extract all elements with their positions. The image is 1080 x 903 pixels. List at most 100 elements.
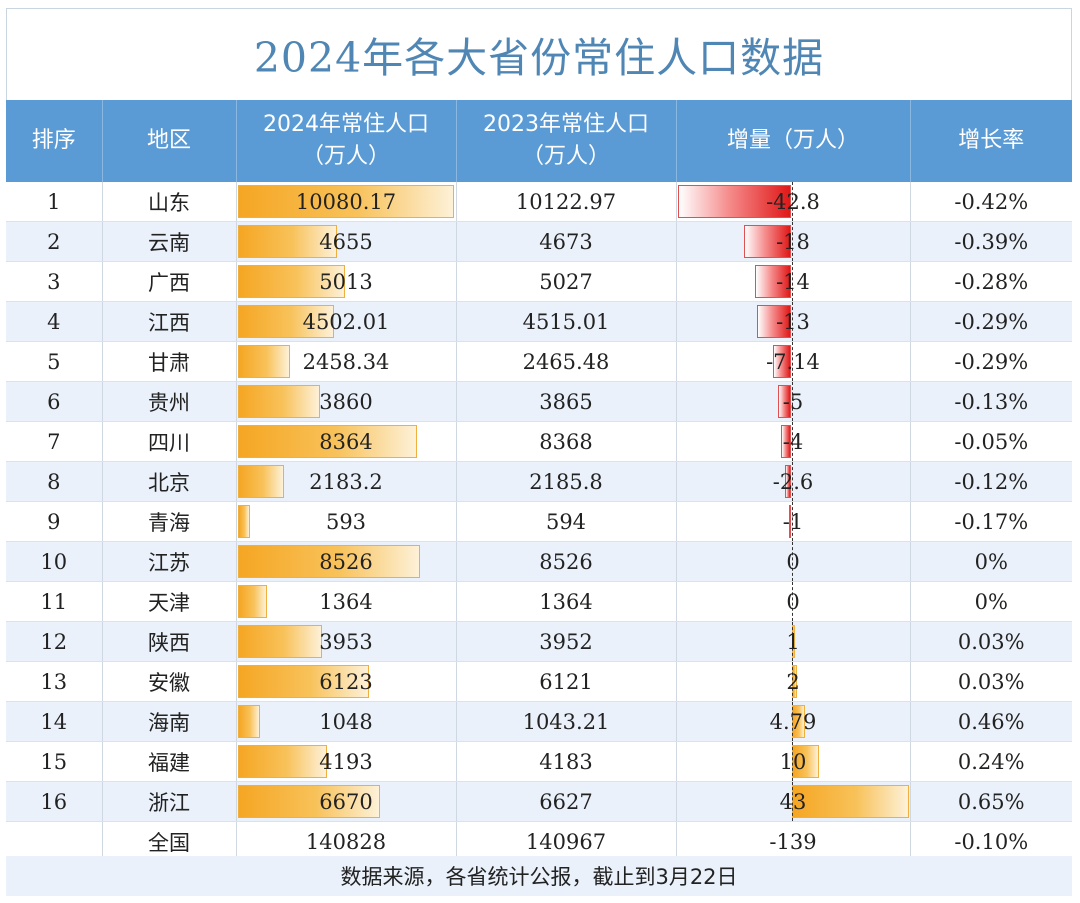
cell-rate: -0.28% bbox=[910, 261, 1072, 302]
pop2024-bar bbox=[237, 625, 323, 658]
cell-pop2024: 2458.34 bbox=[236, 341, 457, 382]
cell-region: 甘肃 bbox=[102, 341, 237, 382]
cell-text-region: 海南 bbox=[148, 710, 190, 735]
cell-text-delta: 4.79 bbox=[769, 709, 817, 734]
cell-text-delta: -2.6 bbox=[772, 469, 814, 494]
cell-text-rank: 8 bbox=[47, 469, 61, 494]
cell-text-pop2023: 4183 bbox=[539, 749, 593, 774]
cell-region: 四川 bbox=[102, 421, 237, 462]
cell-rank: 7 bbox=[6, 421, 103, 462]
population-table: 排序 地区 2024年常住人口 （万人） 2023年常住人口 （万人） 增量（万… bbox=[6, 100, 1072, 862]
cell-region: 山东 bbox=[102, 182, 237, 222]
cell-text-rate: -0.29% bbox=[954, 349, 1029, 374]
cell-rate: 0.65% bbox=[910, 781, 1072, 822]
cell-text-rank: 5 bbox=[47, 349, 61, 374]
delta-zero-axis bbox=[791, 582, 793, 621]
cell-pop2023: 3952 bbox=[456, 621, 677, 662]
cell-delta: -2.6 bbox=[676, 461, 911, 502]
header-region: 地区 bbox=[102, 100, 237, 182]
header-pop2023-line2: （万人） bbox=[521, 144, 610, 169]
cell-text-pop2024: 4193 bbox=[319, 749, 373, 774]
delta-zero-axis bbox=[791, 262, 793, 301]
cell-text-region: 浙江 bbox=[148, 790, 190, 815]
cell-text-rate: 0.24% bbox=[957, 749, 1025, 774]
cell-region: 陕西 bbox=[102, 621, 237, 662]
header-pop2024: 2024年常住人口 （万人） bbox=[236, 100, 457, 182]
pop2024-bar bbox=[237, 665, 369, 698]
table-row: 16 浙江 6670 6627 43 0.65% bbox=[6, 781, 1072, 822]
cell-rate: -0.05% bbox=[910, 421, 1072, 462]
table-row: 3 广西 5013 5027 -14 -0.28% bbox=[6, 261, 1072, 302]
cell-text-rate: -0.05% bbox=[954, 429, 1029, 454]
header-rate: 增长率 bbox=[910, 100, 1072, 182]
cell-rate: -0.42% bbox=[910, 182, 1072, 222]
cell-text-region: 云南 bbox=[148, 230, 190, 255]
delta-zero-axis bbox=[791, 422, 793, 461]
cell-text-delta: 0 bbox=[786, 549, 800, 574]
cell-pop2024: 5013 bbox=[236, 261, 457, 302]
table-row: 9 青海 593 594 -1 -0.17% bbox=[6, 501, 1072, 542]
delta-negative-bar bbox=[678, 185, 792, 218]
cell-text-region: 天津 bbox=[148, 590, 190, 615]
header-delta: 增量（万人） bbox=[676, 100, 911, 182]
cell-region: 浙江 bbox=[102, 781, 237, 822]
cell-pop2024: 4193 bbox=[236, 741, 457, 782]
delta-negative-bar bbox=[784, 465, 792, 498]
pop2024-bar bbox=[237, 305, 334, 338]
cell-rank: 1 bbox=[6, 182, 103, 222]
table-row: 6 贵州 3860 3865 -5 -0.13% bbox=[6, 381, 1072, 422]
page-title: 2024年各大省份常住人口数据 bbox=[253, 34, 825, 82]
cell-text-pop2023: 1043.21 bbox=[522, 709, 610, 734]
cell-text-rank: 13 bbox=[40, 669, 68, 694]
delta-zero-axis bbox=[791, 662, 793, 701]
delta-zero-axis bbox=[791, 222, 793, 261]
cell-pop2024: 2183.2 bbox=[236, 461, 457, 502]
cell-rank: 9 bbox=[6, 501, 103, 542]
pop2024-bar bbox=[237, 225, 338, 258]
cell-rate: 0% bbox=[910, 581, 1072, 622]
cell-rate: -0.17% bbox=[910, 501, 1072, 542]
cell-text-delta: 43 bbox=[779, 789, 807, 814]
table-row: 10 江苏 8526 8526 0 0% bbox=[6, 541, 1072, 582]
cell-region: 天津 bbox=[102, 581, 237, 622]
cell-text-pop2023: 594 bbox=[545, 509, 587, 534]
header-rank: 排序 bbox=[6, 100, 103, 182]
cell-pop2023: 6627 bbox=[456, 781, 677, 822]
cell-text-region: 福建 bbox=[148, 750, 190, 775]
cell-rate: -0.29% bbox=[910, 341, 1072, 382]
cell-text-rate: -0.29% bbox=[954, 309, 1029, 334]
cell-text-pop2024: 1364 bbox=[319, 589, 373, 614]
cell-pop2023: 2465.48 bbox=[456, 341, 677, 382]
cell-delta: -13 bbox=[676, 301, 911, 342]
cell-text-pop2024: 8364 bbox=[319, 429, 373, 454]
cell-rate: -0.39% bbox=[910, 221, 1072, 262]
table-row: 5 甘肃 2458.34 2465.48 -7.14 -0.29% bbox=[6, 341, 1072, 382]
cell-text-rank: 4 bbox=[47, 309, 61, 334]
cell-text-pop2023: 2185.8 bbox=[529, 469, 603, 494]
table-row: 13 安徽 6123 6121 2 0.03% bbox=[6, 661, 1072, 702]
cell-text-rate: -0.39% bbox=[954, 229, 1029, 254]
cell-pop2024: 140828 bbox=[236, 821, 457, 862]
cell-text-region: 陕西 bbox=[148, 630, 190, 655]
table-row: 14 海南 1048 1043.21 4.79 0.46% bbox=[6, 701, 1072, 742]
cell-rate: -0.10% bbox=[910, 821, 1072, 862]
cell-text-rank: 16 bbox=[40, 789, 68, 814]
pop2024-bar bbox=[237, 585, 267, 618]
cell-pop2024: 3860 bbox=[236, 381, 457, 422]
header-pop2024-line1: 2024年常住人口 bbox=[263, 112, 429, 138]
cell-pop2023: 8368 bbox=[456, 421, 677, 462]
table-body: 1 山东 10080.17 10122.97 -42.8 -0.42% 2 云南 4655 467… bbox=[6, 182, 1072, 862]
cell-text-pop2024: 593 bbox=[325, 509, 367, 534]
cell-region: 广西 bbox=[102, 261, 237, 302]
cell-pop2023: 3865 bbox=[456, 381, 677, 422]
cell-delta: -42.8 bbox=[676, 182, 911, 222]
delta-negative-bar bbox=[743, 225, 792, 258]
table-row: 1 山东 10080.17 10122.97 -42.8 -0.42% bbox=[6, 182, 1072, 222]
cell-region: 江西 bbox=[102, 301, 237, 342]
cell-text-rank: 9 bbox=[47, 509, 61, 534]
cell-text-rank: 7 bbox=[47, 429, 61, 454]
cell-pop2024: 8364 bbox=[236, 421, 457, 462]
cell-region: 安徽 bbox=[102, 661, 237, 702]
cell-text-region: 江苏 bbox=[148, 550, 190, 575]
cell-text-rank: 14 bbox=[40, 709, 68, 734]
